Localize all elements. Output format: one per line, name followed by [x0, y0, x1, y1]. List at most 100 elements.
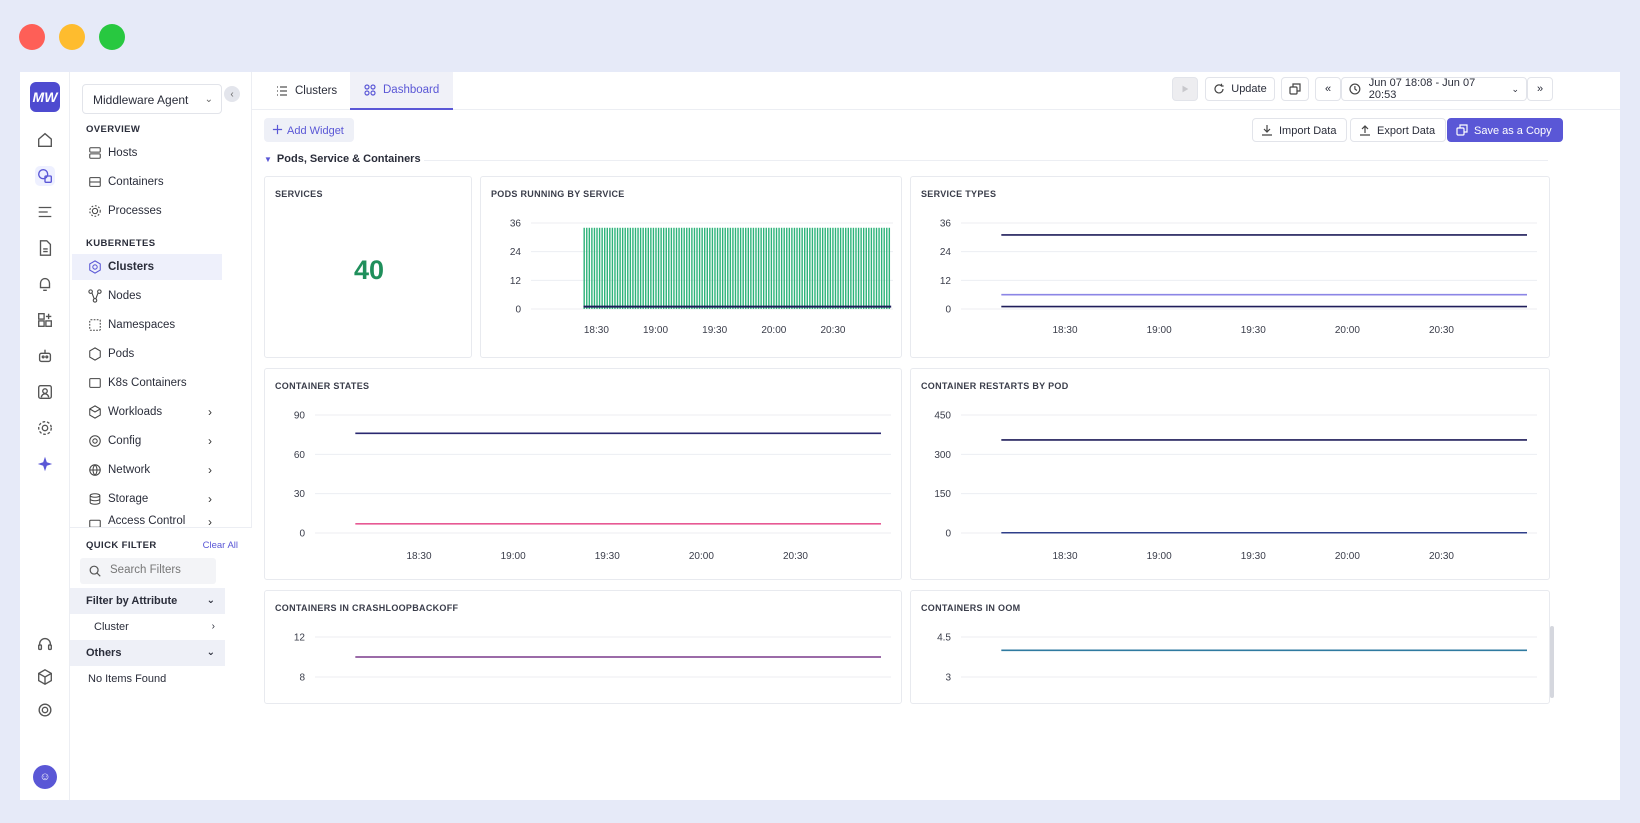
tab-dashboard[interactable]: Dashboard	[350, 72, 454, 110]
filter-by-attribute-group[interactable]: Filter by Attribute ⌄	[70, 588, 225, 614]
sidebar-item-k8s-containers[interactable]: K8s Containers	[72, 370, 222, 396]
bar	[814, 227, 816, 309]
play-button[interactable]	[1172, 77, 1198, 101]
sidebar-item-containers[interactable]: Containers	[72, 169, 222, 195]
tab-clusters[interactable]: Clusters	[262, 72, 351, 110]
y-tick-label: 12	[294, 633, 306, 644]
alerts-icon[interactable]	[35, 274, 55, 294]
bar	[637, 227, 639, 309]
sidebar-item-access-control[interactable]: Access Control ›	[72, 515, 222, 527]
dashboard-icon	[364, 84, 376, 96]
sidebar-item-nodes[interactable]: Nodes	[72, 283, 222, 309]
pods-running-widget[interactable]: PODS RUNNING BY SERVICE 0 12 24 36 18:30 19:0…	[480, 176, 902, 358]
export-label: Export Data	[1377, 125, 1436, 137]
sidebar-item-network[interactable]: Network ›	[72, 457, 222, 483]
widget-group-title[interactable]: ▼ Pods, Service & Containers	[264, 153, 421, 165]
download-icon	[1262, 125, 1272, 136]
sidebar-item-storage[interactable]: Storage ›	[72, 486, 222, 512]
sidebar-item-label: Nodes	[108, 290, 142, 302]
import-data-button[interactable]: Import Data	[1252, 118, 1348, 142]
bar	[768, 227, 770, 309]
y-tick-label: 4.5	[937, 633, 951, 644]
sidebar-item-clusters[interactable]: Clusters	[72, 254, 222, 280]
bot-icon[interactable]	[35, 346, 55, 366]
clear-all-link[interactable]: Clear All	[202, 540, 238, 551]
container-states-widget[interactable]: CONTAINER STATES 0 30 60 90 18:30 19:00 19:30 2…	[264, 368, 902, 580]
services-widget[interactable]: SERVICES 40	[264, 176, 472, 358]
filter-item-cluster[interactable]: Cluster ›	[70, 614, 225, 640]
sidebar-item-pods[interactable]: Pods	[72, 341, 222, 367]
bar	[888, 227, 891, 309]
settings-gear-icon[interactable]	[35, 418, 55, 438]
sidebar: Middleware Agent ⌄ ‹ OVERVIEW Hosts Conta…	[70, 72, 252, 800]
next-range-button[interactable]: »	[1527, 77, 1553, 101]
support-headset-icon[interactable]	[35, 634, 55, 654]
time-range-picker[interactable]: Jun 07 18:08 - Jun 07 20:53 ⌄	[1341, 77, 1527, 101]
service-types-widget[interactable]: SERVICE TYPES 0 12 24 36 18:30 19:00 19:30 20:0…	[910, 176, 1550, 358]
bar	[716, 227, 719, 309]
user-avatar[interactable]: ☺	[33, 765, 57, 789]
maximize-window-dot[interactable]	[99, 24, 125, 50]
logs-icon[interactable]	[35, 202, 55, 222]
list-icon	[277, 86, 287, 96]
previous-range-button[interactable]: «	[1315, 77, 1341, 101]
sidebar-item-processes[interactable]: Processes	[72, 198, 222, 224]
bar	[614, 227, 616, 309]
infrastructure-icon[interactable]	[35, 166, 55, 186]
sidebar-item-label: Config	[108, 435, 142, 447]
bar	[629, 227, 632, 309]
container-restarts-widget[interactable]: CONTAINER RESTARTS BY POD 0 150 300 450 18:3…	[910, 368, 1550, 580]
bar	[709, 227, 711, 309]
scrollbar[interactable]	[1550, 626, 1554, 698]
kubernetes-title: KUBERNETES	[86, 238, 156, 249]
search-filters-input[interactable]: Search Filters	[80, 558, 216, 584]
bar	[796, 227, 798, 309]
add-widget-button[interactable]: Add Widget	[264, 118, 354, 142]
tab-label: Clusters	[295, 85, 338, 97]
close-window-dot[interactable]	[19, 24, 45, 50]
chevron-right-icon: ›	[211, 621, 215, 632]
agent-select-value: Middleware Agent	[93, 93, 189, 107]
others-group[interactable]: Others ⌄	[70, 640, 225, 666]
bar	[880, 227, 883, 309]
collapse-sidebar-button[interactable]: ‹	[224, 86, 240, 102]
minimize-window-dot[interactable]	[59, 24, 85, 50]
chevron-down-icon: ⌄	[1511, 83, 1519, 94]
bar	[650, 227, 652, 309]
y-tick-label: 12	[510, 276, 522, 287]
sidebar-item-workloads[interactable]: Workloads ›	[72, 399, 222, 425]
sidebar-item-namespaces[interactable]: Namespaces	[72, 312, 222, 338]
oom-widget[interactable]: CONTAINERS IN OOM 3 4.5	[910, 590, 1550, 704]
ai-sparkle-icon[interactable]	[35, 454, 55, 474]
update-button[interactable]: Update	[1205, 77, 1275, 101]
bar	[688, 227, 691, 309]
home-icon[interactable]	[35, 130, 55, 150]
middleware-logo[interactable]: MW	[30, 82, 60, 112]
crashloop-widget[interactable]: CONTAINERS IN CRASHLOOPBACKOFF 8 12	[264, 590, 902, 704]
bar	[680, 227, 683, 309]
package-icon[interactable]	[35, 667, 55, 687]
settings-icon[interactable]	[35, 700, 55, 720]
save-as-copy-button[interactable]: Save as a Copy	[1447, 118, 1563, 142]
export-data-button[interactable]: Export Data	[1350, 118, 1447, 142]
sidebar-item-hosts[interactable]: Hosts	[72, 140, 222, 166]
bar	[870, 227, 873, 309]
x-tick-label: 19:00	[1147, 551, 1172, 562]
x-tick-label: 20:00	[689, 551, 714, 562]
x-tick-label: 19:30	[702, 325, 727, 336]
reports-icon[interactable]	[35, 238, 55, 258]
bar	[742, 227, 744, 309]
pods-icon	[89, 347, 101, 361]
duplicate-button[interactable]	[1281, 77, 1309, 101]
agent-select[interactable]: Middleware Agent ⌄	[82, 84, 222, 114]
x-tick-label: 19:00	[643, 325, 668, 336]
sidebar-item-config[interactable]: Config ›	[72, 428, 222, 454]
bar	[786, 227, 788, 309]
x-tick-label: 20:30	[1429, 325, 1454, 336]
dashboards-add-icon[interactable]	[35, 310, 55, 330]
user-monitor-icon[interactable]	[35, 382, 55, 402]
bar	[834, 227, 837, 309]
x-tick-label: 19:00	[1147, 325, 1172, 336]
container-restarts-chart: 0 150 300 450 18:30 19:00 19:30 20:00 20:30	[934, 411, 1537, 562]
bar	[788, 227, 791, 309]
